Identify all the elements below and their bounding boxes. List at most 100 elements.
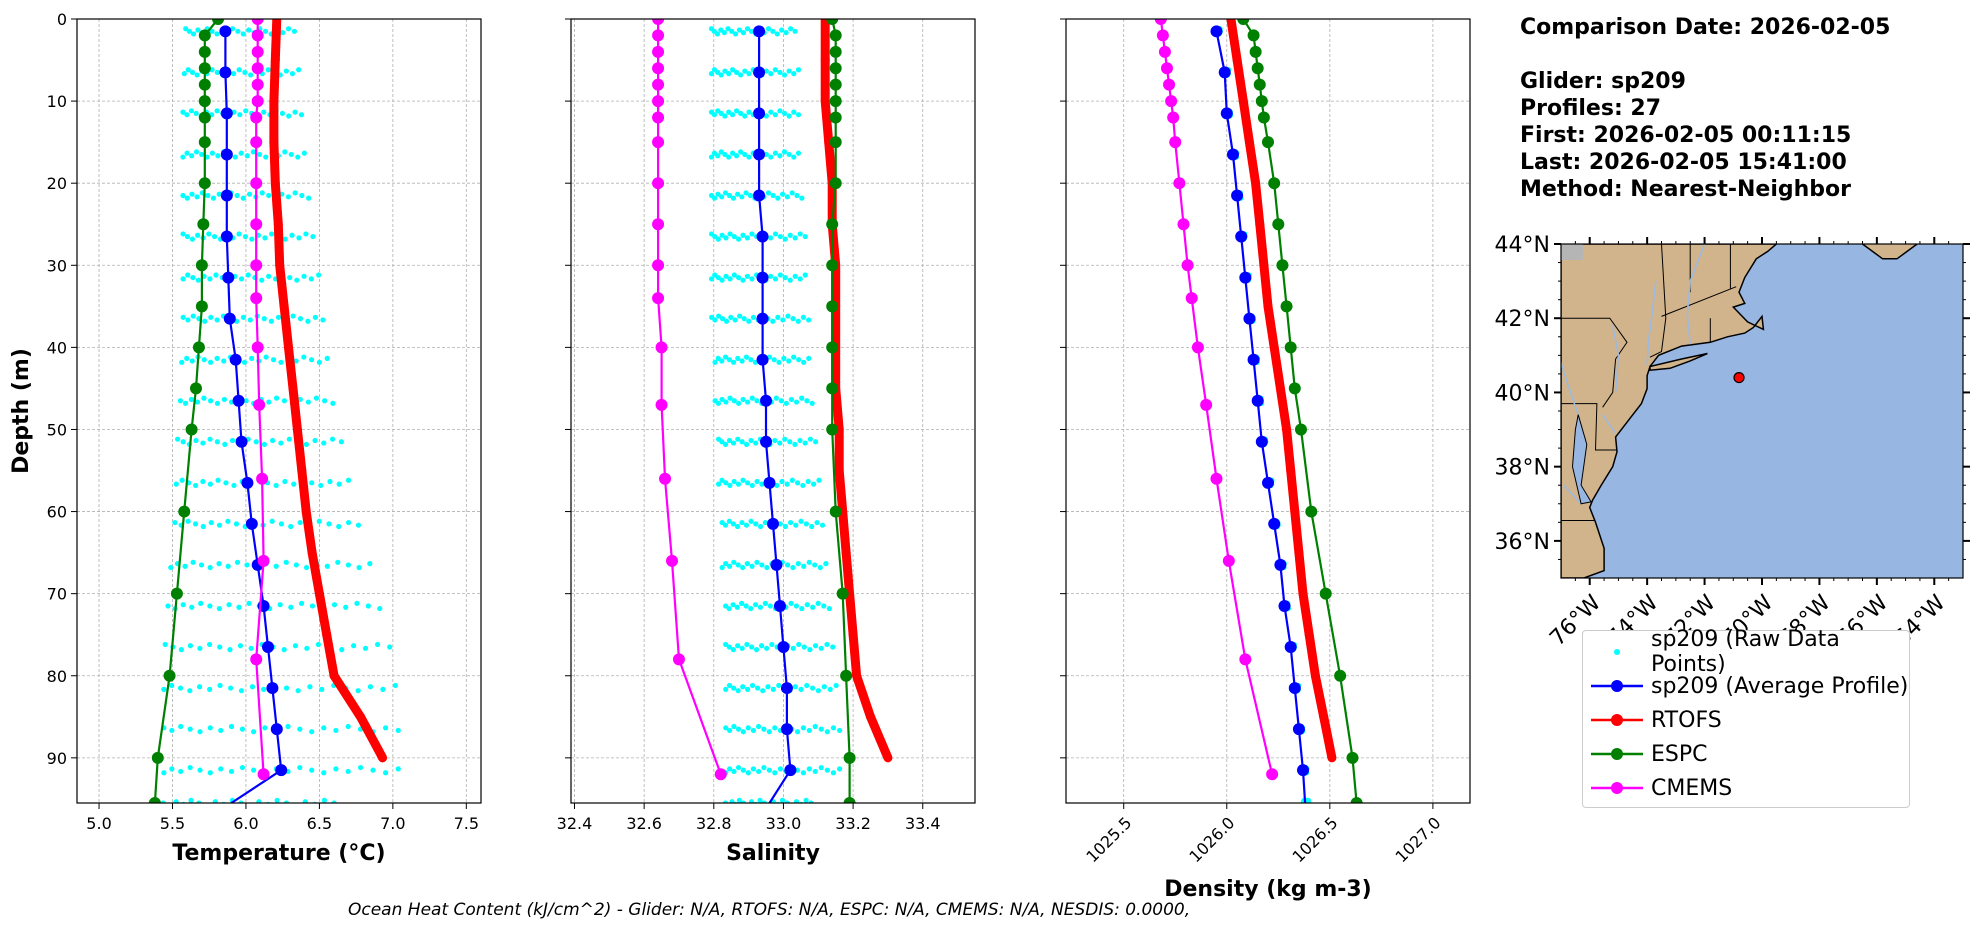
raw-data-point [244,562,250,568]
raw-data-point [268,318,274,324]
raw-data-point [248,355,255,361]
series-marker [256,472,269,485]
raw-data-point [722,522,729,528]
raw-data-point [753,521,759,527]
map-corner [1561,244,1583,260]
raw-data-point [726,605,732,612]
raw-data-point [217,644,223,650]
raw-data-point [180,231,186,237]
series-marker [826,423,839,436]
series-marker [829,62,842,75]
series-marker [250,292,263,305]
series-line-espc [153,19,219,803]
series-marker [250,259,263,272]
series-marker [245,517,258,530]
raw-data-point [245,272,251,278]
raw-data-point [726,192,733,199]
raw-data-point [265,67,271,73]
raw-data-point [315,641,321,648]
x-axis-label: Temperature (°C) [172,841,385,866]
raw-data-point [216,191,222,197]
series-marker [222,271,235,284]
raw-data-point [232,154,238,160]
raw-data-point [747,192,754,199]
raw-data-point [211,233,218,240]
raw-data-point [777,108,783,114]
raw-data-point [312,314,319,320]
raw-data-point [189,69,196,75]
plot-area [1154,19,1363,803]
legend: sp209 (Raw Data Points) sp209 (Average P… [1582,627,1910,808]
raw-data-point [752,602,759,608]
map-lat-label: 36°N [1495,530,1550,555]
map-border [1649,244,1667,358]
raw-data-point [727,276,733,282]
raw-data-point [803,521,809,527]
raw-data-point [335,559,341,565]
raw-data-point [221,396,227,403]
raw-data-point [356,564,362,571]
raw-data-point [180,154,186,160]
raw-data-point [761,764,767,771]
raw-data-point [740,477,746,483]
raw-data-point [790,564,796,571]
raw-data-point [274,395,280,401]
series-marker [1262,476,1274,489]
raw-data-point [278,521,285,527]
raw-data-point [722,113,728,119]
series-marker [753,66,766,79]
raw-data-point [160,800,166,803]
raw-data-point [263,354,269,360]
series-marker [652,259,665,272]
raw-data-point [188,396,194,403]
raw-data-point [719,477,725,483]
series-marker [1259,260,1269,270]
raw-data-point [753,440,759,446]
raw-data-point [795,561,801,567]
series-marker [841,548,851,558]
raw-data-point [209,28,215,34]
raw-data-point [248,72,254,78]
raw-data-point [801,563,807,569]
raw-data-point [795,67,802,73]
raw-data-point [777,766,784,772]
raw-data-point [731,272,737,278]
raw-data-point [269,518,275,524]
raw-data-point [719,396,725,403]
x-axis-label: Density (kg m-3) [1164,877,1372,902]
profile-panel-3: 1025.5 1026.0 1026.5 1027.0 Density (kg m-3) [1060,18,1471,902]
raw-data-point [324,563,330,569]
info-comparison-date: Comparison Date: 2026-02-05 [1520,15,1891,40]
series-marker [307,548,317,558]
raw-data-point [733,69,740,75]
x-axis-label: Salinity [726,841,820,866]
series-marker [756,271,769,284]
raw-data-point [810,604,816,610]
x-tick-label: 32.8 [696,814,732,833]
series-marker [1247,29,1260,42]
series-marker [767,517,779,530]
series-marker [198,62,211,75]
legend-swatch [1614,649,1620,655]
series-marker [235,435,248,448]
series-marker [652,177,665,190]
raw-data-point [236,231,242,237]
raw-data-point [746,318,752,324]
series-marker [189,382,202,395]
raw-data-point [740,30,747,36]
raw-data-point [283,68,289,74]
raw-data-point [336,481,342,487]
raw-data-point [735,481,742,487]
raw-data-point [799,195,805,201]
raw-data-point [727,231,733,237]
raw-data-point [790,645,796,651]
legend-swatch [1591,748,1643,760]
raw-data-point [796,357,802,363]
raw-data-point [806,559,812,565]
raw-data-point [207,436,213,442]
raw-data-point [278,440,284,446]
series-marker [251,62,264,75]
raw-data-point [787,439,793,445]
legend-symbol [1583,669,1651,703]
series-marker [1255,435,1268,448]
